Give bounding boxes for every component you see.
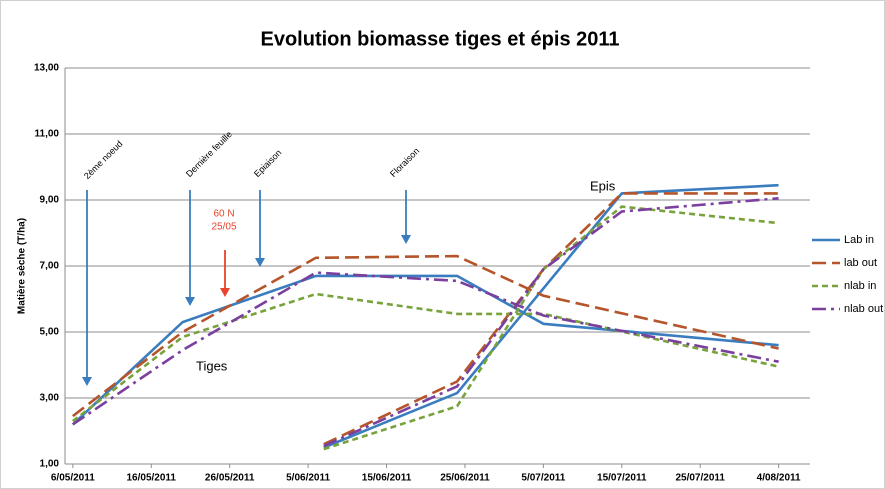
legend-label: nlab in bbox=[844, 280, 876, 292]
x-tick-label: 25/06/2011 bbox=[440, 473, 490, 484]
x-tick-label: 6/05/2011 bbox=[51, 473, 95, 484]
arrow-head bbox=[255, 258, 265, 267]
arrow-head bbox=[82, 377, 92, 386]
legend-label: Lab in bbox=[844, 234, 874, 246]
x-tick-label: 25/07/2011 bbox=[675, 473, 725, 484]
x-tick-label: 16/05/2011 bbox=[127, 473, 177, 484]
x-tick-label: 5/06/2011 bbox=[286, 473, 330, 484]
arrow-head bbox=[220, 288, 230, 297]
x-tick-label: 5/07/2011 bbox=[521, 473, 565, 484]
y-tick-label: 3,00 bbox=[40, 393, 60, 404]
annotation-label: Epis bbox=[590, 178, 616, 193]
legend-label: nlab out bbox=[844, 303, 883, 315]
legend-label: lab out bbox=[844, 257, 877, 269]
y-tick-label: 9,00 bbox=[40, 195, 60, 206]
x-tick-label: 26/05/2011 bbox=[205, 473, 255, 484]
y-tick-label: 1,00 bbox=[40, 459, 60, 470]
x-tick-label: 4/08/2011 bbox=[757, 473, 801, 484]
x-tick-label: 15/06/2011 bbox=[362, 473, 412, 484]
series-line bbox=[72, 197, 779, 448]
x-tick-label: 15/07/2011 bbox=[597, 473, 647, 484]
chart-title: Evolution biomasse tiges et épis 2011 bbox=[260, 28, 619, 50]
arrow-head bbox=[185, 297, 195, 306]
y-tick-label: 11,00 bbox=[35, 129, 60, 140]
y-tick-label: 5,00 bbox=[40, 327, 60, 338]
annotation-label: 25/05 bbox=[211, 222, 236, 233]
y-tick-label: 7,00 bbox=[40, 261, 60, 272]
annotation-label: 60 N bbox=[213, 209, 234, 220]
annotation-label: Tiges bbox=[196, 358, 228, 373]
y-axis-title: Matière sèche (T/ha) bbox=[17, 218, 28, 314]
y-tick-label: 13,00 bbox=[34, 63, 59, 74]
arrow-head bbox=[401, 235, 411, 244]
